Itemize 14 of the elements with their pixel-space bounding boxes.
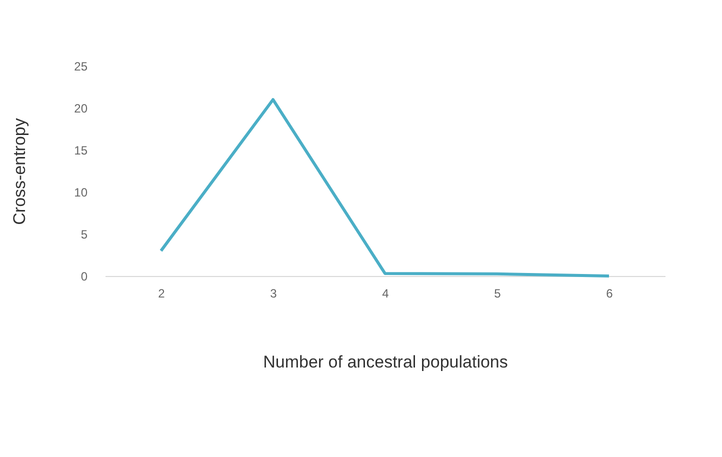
x-tick-label: 4	[382, 286, 390, 300]
y-tick-label: 10	[74, 186, 88, 200]
y-tick-label: 25	[74, 60, 88, 74]
x-tick-label: 5	[494, 286, 502, 300]
x-tick-label: 2	[158, 286, 166, 300]
x-axis-title: Number of ancestral populations	[263, 352, 508, 372]
y-axis-title: Cross-entropy	[10, 118, 30, 225]
y-tick-label: 0	[80, 270, 88, 284]
y-tick-label: 15	[74, 144, 88, 158]
y-tick-label: 5	[80, 228, 88, 242]
y-tick-label: 20	[74, 102, 88, 116]
x-tick-label: 6	[606, 286, 614, 300]
x-tick-label: 3	[270, 286, 278, 300]
line-series	[160, 98, 610, 278]
